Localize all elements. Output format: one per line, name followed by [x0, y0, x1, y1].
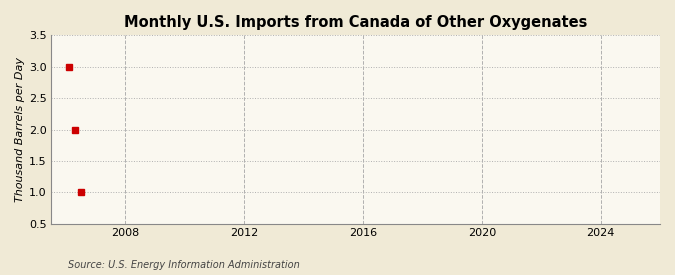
Text: Source: U.S. Energy Information Administration: Source: U.S. Energy Information Administ… — [68, 260, 299, 270]
Title: Monthly U.S. Imports from Canada of Other Oxygenates: Monthly U.S. Imports from Canada of Othe… — [124, 15, 587, 30]
Y-axis label: Thousand Barrels per Day: Thousand Barrels per Day — [15, 57, 25, 202]
